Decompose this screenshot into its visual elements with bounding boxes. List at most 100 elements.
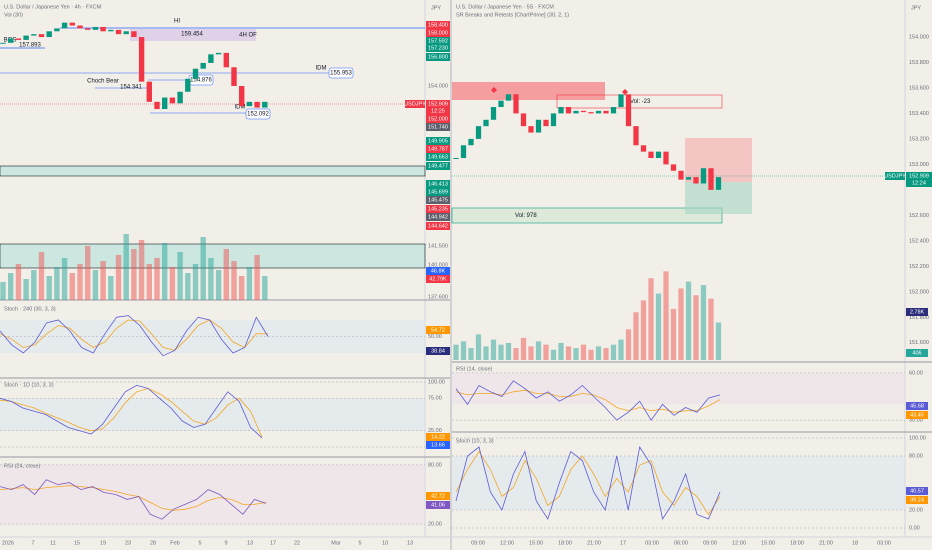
volume-bar [715,322,722,360]
price-tag-label: 149.787 [428,146,448,152]
volume-bar [655,293,662,360]
y-tick-label: 152.000 [909,289,929,295]
volume-bar [154,258,160,300]
price-tag-label: 149.477 [428,163,448,169]
price-tag [426,222,450,230]
support-box [451,207,723,224]
price-tag-label: 145.699 [428,189,448,195]
volume-bar [61,258,68,300]
price-tag-label: 145.475 [428,197,448,203]
price-tag-label: 151.740 [428,124,448,130]
volume-bar [453,344,459,360]
volume-bar [468,348,474,360]
y-tick-label: 30.00 [909,418,923,424]
countdown: 12:24 [912,180,926,186]
candle [23,35,29,40]
volume-bar [633,312,639,360]
volume-bar [54,267,60,300]
x-tick-label: 17 [270,540,276,546]
candle [231,67,237,86]
volume-bar [192,264,199,300]
volume-bar [246,267,253,300]
indicator-title: Stoch (10, 3, 3) [456,438,494,444]
candle [177,91,183,104]
volume-bar [231,261,237,300]
candle [215,52,222,55]
price-tag [426,137,450,145]
candle [505,94,512,101]
price-tag [426,21,450,29]
price-tag-label: 145.235 [428,206,448,212]
indicator-title: RSI (24, close) [4,463,41,469]
candle [131,31,137,38]
y-tick-label: 151.600 [909,340,929,346]
price-tag [426,326,450,334]
volume-bar [595,346,602,360]
y-tick-label: 151.800 [909,315,929,321]
candle [92,26,99,30]
x-tick-label: 12:00 [500,540,514,546]
left-currency: JPY [431,5,441,11]
y-tick-label: 20.00 [909,507,923,513]
candle [588,112,594,114]
volume-bar [573,348,579,360]
y-tick-label: 153.400 [909,111,929,117]
symbol-tag [885,172,905,180]
price-tag-label: 54.72 [431,327,445,333]
y-tick-label: 80.00 [428,462,442,468]
x-tick-label: 15 [74,540,80,546]
volume-bar [23,279,29,300]
x-tick-label: 17 [620,540,626,546]
candle [208,54,214,63]
volume-bar [700,285,707,360]
y-tick-label: 0.00 [909,525,920,531]
price-tag-label: 149.905 [428,138,448,144]
volume-bar [77,264,83,300]
price-tag-label: 156.800 [428,54,448,60]
candle [498,100,504,108]
candle [162,97,168,110]
candle [610,107,617,114]
price-tag [906,411,928,419]
volume-bar [670,308,677,360]
candle [146,81,152,102]
volume-bar [678,288,684,360]
candle [453,158,459,160]
candle [61,22,68,29]
price-tag [906,487,928,495]
volume-bar [640,300,647,360]
indicator-line [455,445,721,521]
volume-bar [603,348,609,360]
volume-bar [625,329,632,360]
volume-bar [31,270,37,300]
price-tag [426,205,450,213]
x-tick-label: 28 [150,540,156,546]
candle [693,177,699,184]
volume-bar [169,267,176,300]
price-tag [426,267,450,275]
volume-bar [138,240,145,300]
symbol-tag-label: USDJPY [884,173,906,179]
indicator-line [455,380,721,421]
x-tick-label: 9 [224,540,227,546]
y-tick-label: 152.400 [909,238,929,244]
volume-bar [528,346,534,360]
candle [475,126,482,139]
symbol-tag [405,100,425,108]
candle [246,101,253,107]
candle [239,86,245,107]
right-currency: JPY [911,5,921,11]
y-tick-label: 50.00 [428,334,442,340]
annotation: IDM [235,105,246,111]
x-tick-label: 5 [358,540,361,546]
price-tag-label: 152.909 [428,101,448,107]
price-tag-label: 157.230 [428,45,448,51]
price-tag [426,441,450,449]
resistance-box [556,94,723,109]
candle [535,119,542,133]
price-tag [426,433,450,441]
price-tag [906,402,928,410]
x-tick-label: 18:00 [558,540,572,546]
annotation-box [328,67,354,79]
price-tag [906,172,932,187]
